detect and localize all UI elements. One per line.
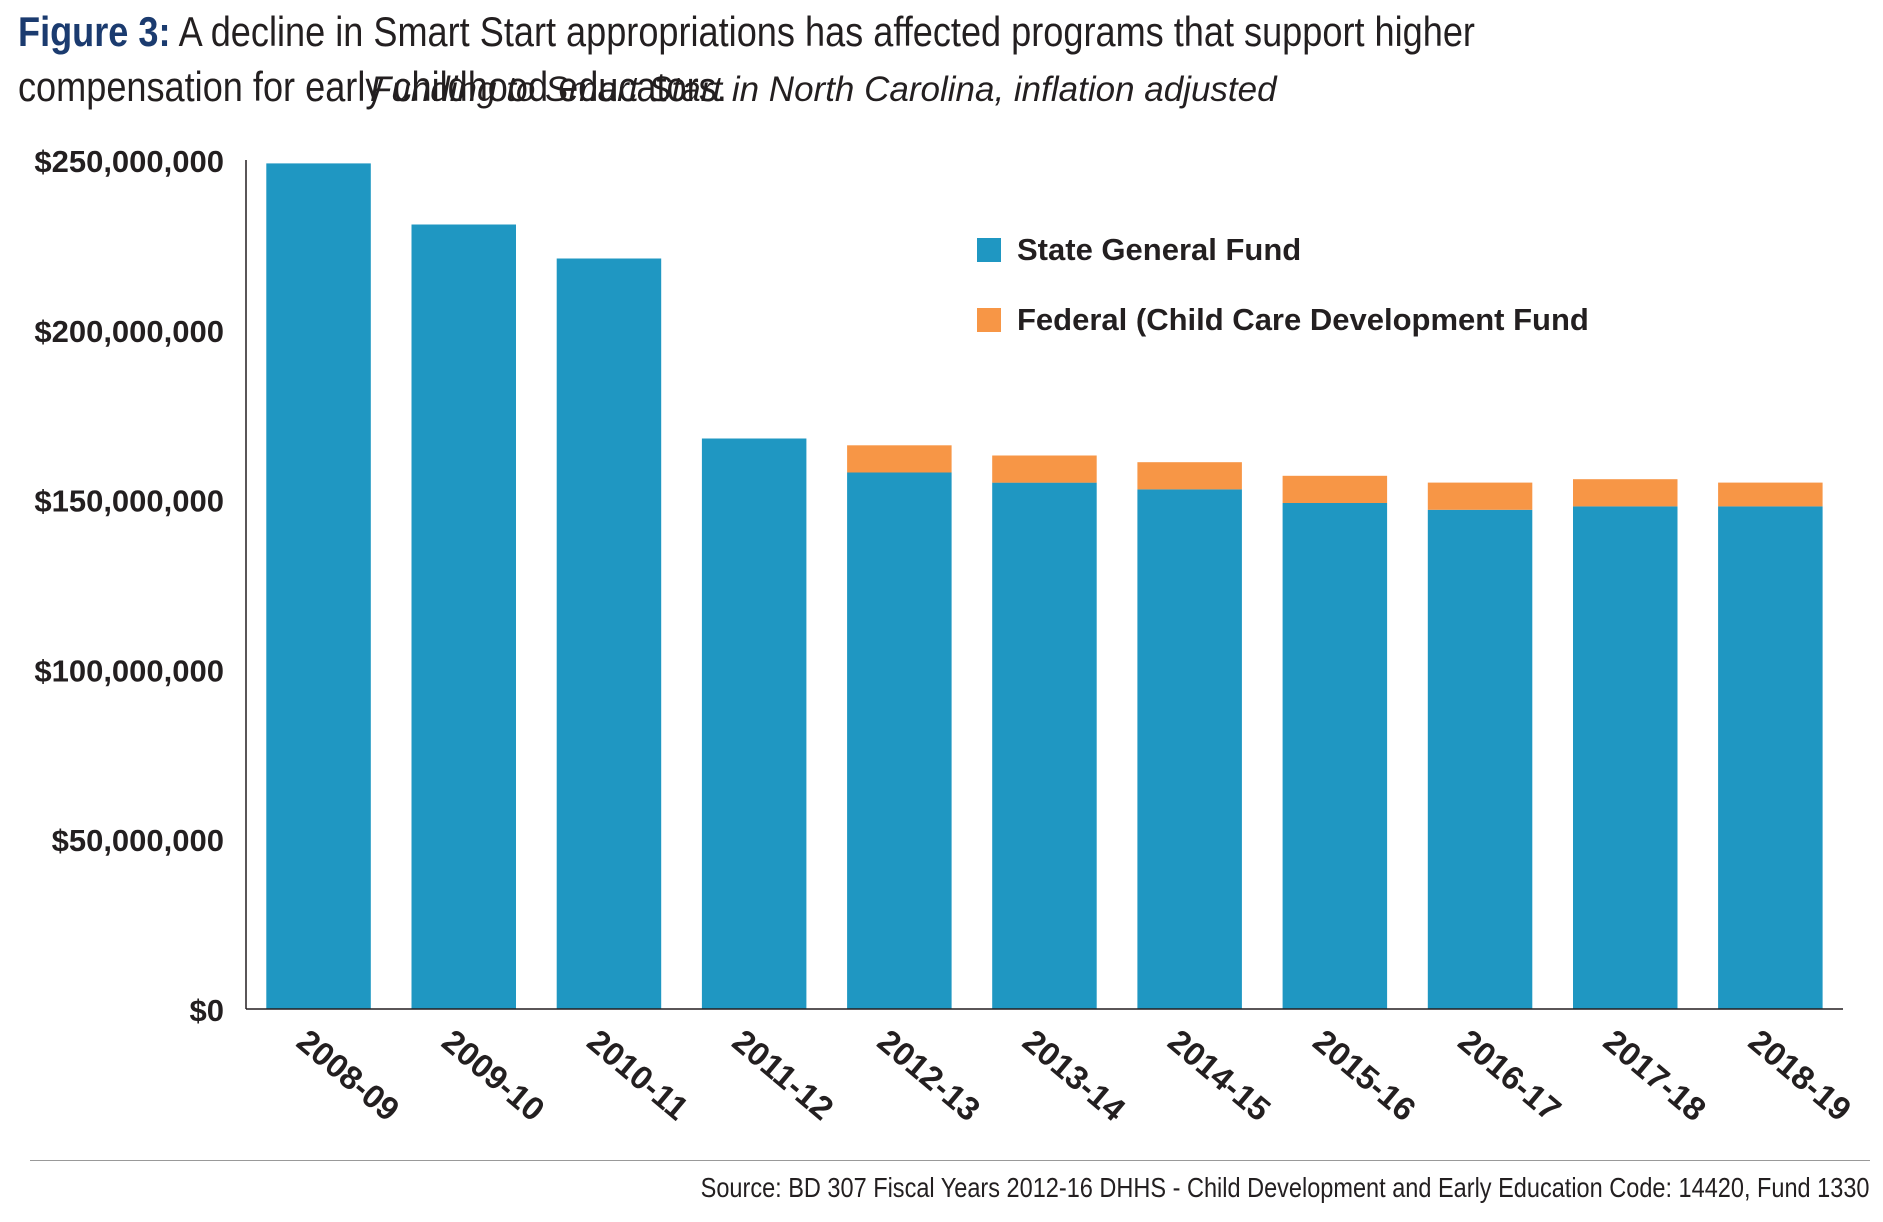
x-tick-label: 2016-17	[1452, 1022, 1569, 1128]
bar-federal-2013-14	[992, 455, 1097, 483]
x-tick-labels: 2008-09 2009-10 2010-11 2011-12 2012-13 2013-…	[290, 1022, 1858, 1129]
figure-label: Figure 3:	[18, 8, 171, 55]
x-tick-label: 2013-14	[1016, 1022, 1133, 1129]
legend-label: State General Fund	[1017, 232, 1301, 267]
y-tick-label: $50,000,000	[52, 823, 224, 858]
bar-state-2015-16	[1282, 503, 1388, 1009]
source-note: Source: BD 307 Fiscal Years 2012-16 DHHS…	[700, 1172, 1869, 1203]
bar-state-2013-14	[992, 482, 1097, 1010]
bar-state-2014-15	[1137, 489, 1242, 1009]
bar-federal-2016-17	[1427, 482, 1533, 510]
bar-state-2010-11	[556, 258, 662, 1009]
bar-state-2009-10	[411, 224, 516, 1009]
axes-layer	[245, 160, 1843, 1010]
legend-swatch	[977, 308, 1001, 332]
legend-label: Federal (Child Care Development Fund	[1017, 302, 1589, 337]
x-tick-label: 2014-15	[1161, 1022, 1278, 1128]
y-tick-label: $0	[190, 993, 224, 1028]
y-tick-label: $250,000,000	[34, 144, 224, 179]
bar-state-2017-18	[1573, 506, 1678, 1009]
y-tick-label: $100,000,000	[34, 653, 224, 688]
bar-state-2018-19	[1718, 506, 1823, 1009]
x-tick-label: 2011-12	[726, 1022, 841, 1127]
title-text: A decline in Smart Start appropriations …	[18, 8, 1475, 110]
bar-federal-2014-15	[1137, 462, 1242, 490]
y-tick-labels: $0 $50,000,000 $100,000,000 $150,000,000 $20…	[34, 144, 224, 1028]
bar-state-2016-17	[1427, 509, 1533, 1009]
bar-state-2012-13	[847, 472, 952, 1009]
bar-federal-2018-19	[1718, 482, 1823, 507]
bar-state-2008-09	[266, 163, 371, 1009]
x-tick-label: 2018-19	[1742, 1022, 1859, 1128]
bar-federal-2015-16	[1282, 475, 1388, 503]
y-tick-label: $200,000,000	[34, 314, 224, 349]
x-tick-label: 2017-18	[1597, 1022, 1714, 1128]
bar-state-2011-12	[701, 438, 807, 1009]
x-tick-label: 2012-13	[871, 1022, 988, 1128]
bar-federal-2012-13	[847, 445, 952, 473]
bar-federal-2017-18	[1573, 479, 1678, 507]
legend-swatch	[977, 238, 1001, 262]
x-tick-label: 2010-11	[581, 1022, 696, 1127]
x-tick-label: 2009-10	[435, 1022, 552, 1128]
stacked-bar-chart: $0 $50,000,000 $100,000,000 $150,000,000 $20…	[34, 144, 1858, 1129]
bars-layer	[266, 163, 1823, 1010]
x-tick-label: 2008-09	[290, 1022, 407, 1128]
y-tick-label: $150,000,000	[34, 484, 224, 519]
x-tick-label: 2015-16	[1306, 1022, 1423, 1128]
chart-title: Figure 3: A decline in Smart Start appro…	[18, 4, 1609, 114]
footer-divider	[30, 1160, 1870, 1161]
chart-subtitle: Funding to Smart Start in North Carolina…	[370, 70, 1277, 109]
legend: State General Fund Federal (Child Care De…	[977, 232, 1589, 337]
